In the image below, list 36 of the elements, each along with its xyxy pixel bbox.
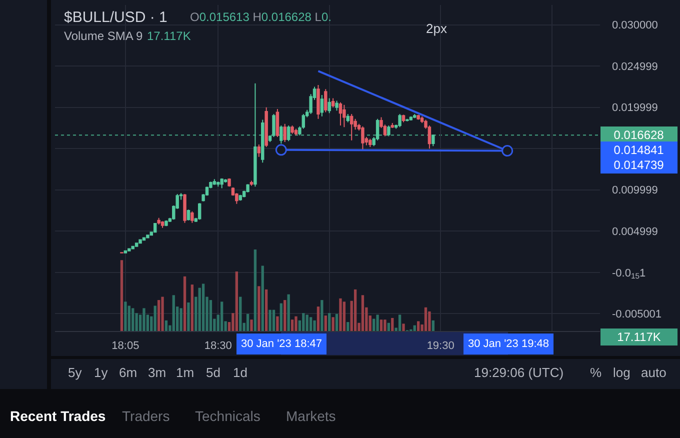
text: 3m [148, 365, 166, 380]
text: 5y [68, 365, 82, 380]
y-tick-label: 0.009999 [612, 184, 658, 197]
text: 30 Jan '23 18:47 [241, 338, 322, 350]
y-tick-label: 0.024999 [612, 60, 658, 73]
y-tick-label: 0.019999 [612, 102, 658, 114]
ref-line-label: 0.016628 [614, 128, 664, 142]
y-tick-label: 0.030000 [612, 20, 658, 32]
x-tick-label: 19:30 [426, 340, 454, 352]
text: 1m [176, 365, 194, 380]
annotation: 2px [426, 21, 448, 36]
chart-title: $BULL/USD · 1 [64, 9, 168, 26]
text: 30 Jan '23 19:48 [468, 338, 550, 350]
text: 0.014739 [614, 158, 664, 172]
text: 17.117K [617, 330, 661, 344]
y-tick-label: -0.005001 [612, 308, 662, 321]
y-tick-label: -0.0$_{15}$1 [612, 267, 646, 281]
chart-title: Volume SMA 9 [64, 29, 144, 43]
text: 5d [206, 365, 220, 380]
text: 1y [94, 365, 108, 380]
text: Technicals [195, 408, 260, 424]
text: 6m [119, 365, 138, 380]
text: Markets [286, 408, 336, 424]
y-tick-label: 0.004999 [612, 226, 658, 238]
text: auto [641, 365, 666, 380]
text: 0.014841 [614, 143, 664, 157]
text: % [590, 365, 602, 380]
annotation: 17.117K [147, 29, 191, 43]
text: log [613, 365, 630, 380]
text: Traders [122, 408, 170, 424]
chart-subtitle: O0.015613 H0.016628 L0. [190, 10, 332, 24]
text: Recent Trades [10, 408, 106, 424]
text: 19:29:06 (UTC) [474, 365, 564, 380]
x-tick-label: 18:30 [204, 340, 232, 352]
x-tick-label: 18:05 [112, 340, 140, 352]
text: 1d [233, 365, 248, 380]
